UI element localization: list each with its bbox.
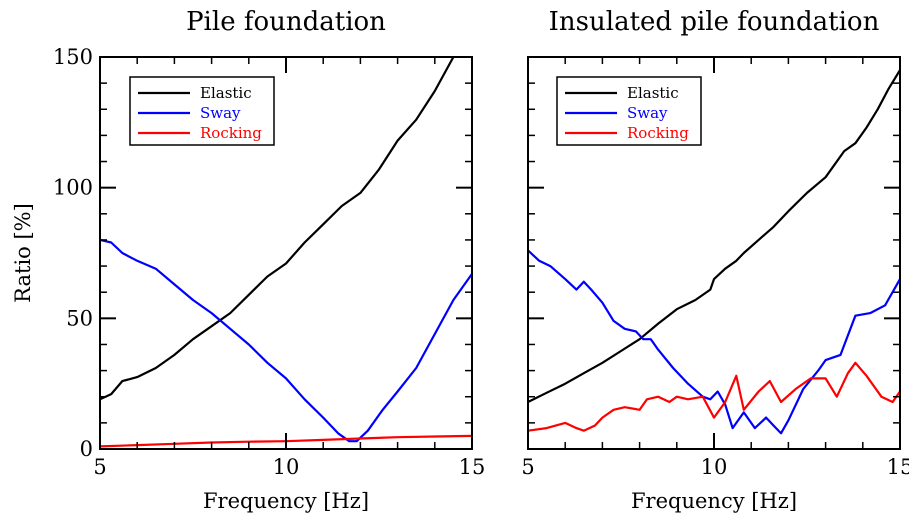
y-tick-label: 100 (53, 176, 93, 200)
x-tick-label: 5 (521, 455, 534, 479)
x-tick-label: 5 (93, 455, 106, 479)
legend-label-elastic: Elastic (200, 84, 252, 102)
series-group (528, 69, 900, 435)
y-tick-label: 50 (66, 306, 93, 330)
x-tick-label: 10 (273, 455, 300, 479)
series-line-elastic (528, 69, 900, 404)
legend-label-sway: Sway (200, 104, 241, 122)
y-tick-label: 150 (53, 45, 93, 69)
x-tick-label: 10 (701, 455, 728, 479)
chart-title: Pile foundation (186, 7, 386, 37)
x-axis-label: Frequency [Hz] (203, 489, 369, 513)
panel-pile-foundation: Pile foundation 0 50 100 150 5 10 15 Frequency [… (11, 7, 485, 513)
series-line-sway (100, 238, 472, 443)
y-tick-label: 0 (80, 437, 93, 461)
chart-title: Insulated pile foundation (549, 7, 880, 37)
legend-label-rocking: Rocking (200, 124, 262, 142)
x-tick-label: 15 (459, 455, 486, 479)
x-axis-label: Frequency [Hz] (631, 489, 797, 513)
legend-label-sway: Sway (627, 104, 668, 122)
panel-insulated-pile-foundation: Insulated pile foundation 5 10 15 Frequency … (521, 7, 909, 513)
x-tick-label: 15 (887, 455, 909, 479)
series-line-sway (528, 249, 900, 435)
legend: Elastic Sway Rocking (556, 76, 702, 146)
y-axis-label: Ratio [%] (11, 203, 35, 303)
series-line-elastic (100, 57, 455, 401)
legend-label-rocking: Rocking (627, 124, 689, 142)
legend-label-elastic: Elastic (627, 84, 679, 102)
legend: Elastic Sway Rocking (129, 76, 275, 146)
series-line-rocking (528, 361, 900, 432)
